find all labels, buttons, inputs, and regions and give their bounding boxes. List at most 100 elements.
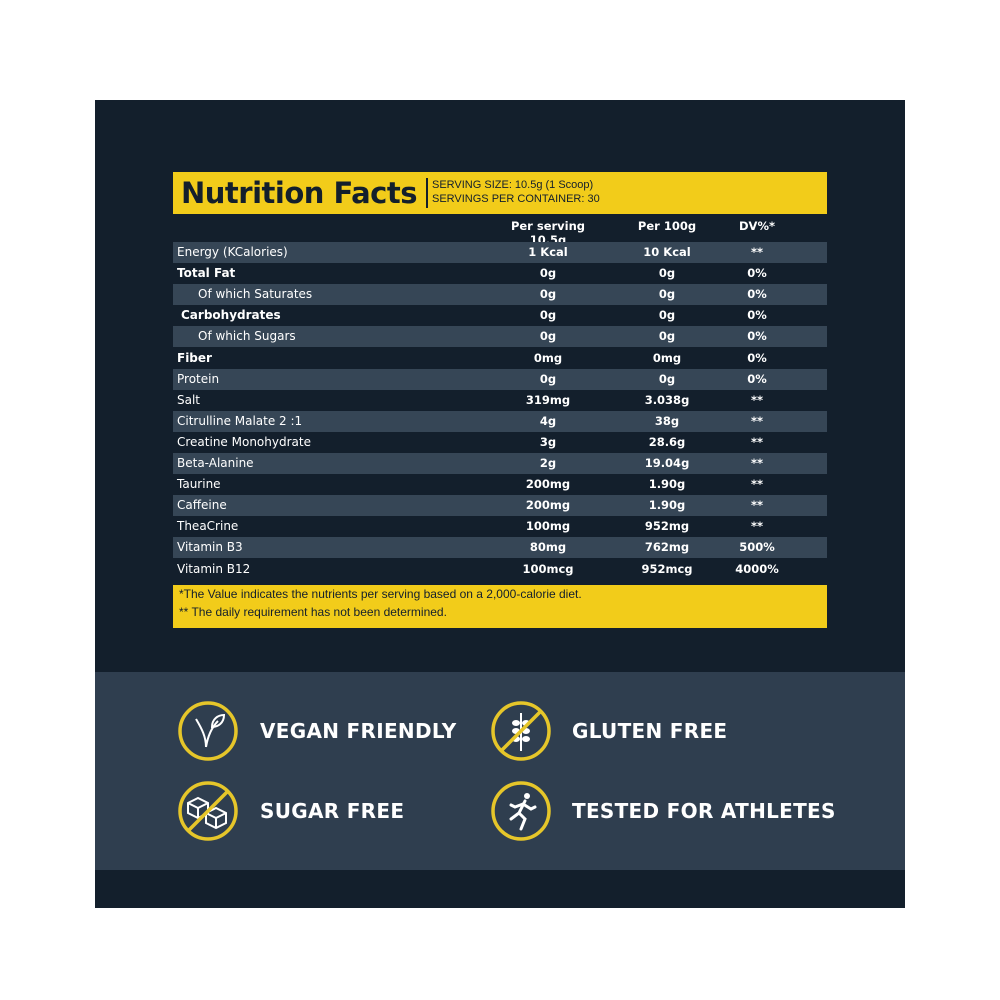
per-100g-value: 762mg	[644, 540, 690, 555]
table-row: Of which Sugars 0g 0g 0%	[173, 326, 827, 348]
table-row: Taurine 200mg 1.90g **	[173, 474, 827, 495]
dv-value: 0%	[747, 287, 767, 302]
serving-size: SERVING SIZE: 10.5g (1 Scoop)	[432, 179, 594, 191]
footnote-dv: *The Value indicates the nutrients per s…	[179, 587, 582, 601]
row-label: Caffeine	[177, 498, 227, 513]
servings-per-container: SERVINGS PER CONTAINER: 30	[432, 193, 600, 205]
dv-value: **	[750, 519, 764, 534]
per-100g-value: 3.038g	[644, 392, 690, 407]
per-serving-value: 2g	[539, 456, 557, 470]
dv-value: 0%	[747, 350, 767, 365]
row-label: Beta-Alanine	[177, 456, 254, 470]
per-100g-value: 10 Kcal	[643, 245, 691, 259]
footnotes: *The Value indicates the nutrients per s…	[173, 585, 827, 628]
leaf-sprout-icon	[178, 701, 238, 761]
row-label: Salt	[177, 392, 201, 407]
dv-value: 0%	[747, 371, 767, 386]
per-serving-value: 200mg	[525, 477, 571, 492]
table-row: Of which Saturates 0g 0g 0%	[173, 284, 827, 306]
table-row: Salt 319mg 3.038g **	[173, 390, 827, 411]
dv-value: **	[750, 456, 764, 470]
per-100g-value: 0g	[658, 371, 676, 386]
dv-value: **	[750, 477, 764, 492]
per-100g-value: 0g	[658, 308, 676, 323]
footnote-undetermined: ** The daily requirement has not been de…	[179, 605, 447, 619]
per-serving-value: 0g	[539, 266, 557, 281]
badge-gluten-free: GLUTEN FREE	[572, 719, 728, 743]
row-label: Protein	[177, 371, 220, 386]
per-serving-value: 0mg	[533, 350, 563, 365]
table-row: Vitamin B3 80mg 762mg 500%	[173, 537, 827, 559]
row-label: TheaCrine	[177, 519, 239, 534]
table-row: Caffeine 200mg 1.90g **	[173, 495, 827, 517]
per-serving-value: 80mg	[529, 540, 567, 555]
dv-value: 4000%	[735, 561, 779, 576]
table-row: Citrulline Malate 2 :1 4g 38g **	[173, 410, 827, 432]
column-header-dv: DV%*	[739, 219, 775, 233]
per-serving-value: 4g	[539, 413, 557, 428]
per-100g-value: 0g	[658, 266, 676, 281]
dv-value: **	[750, 434, 764, 449]
row-label: Carbohydrates	[181, 308, 281, 323]
per-100g-value: 0mg	[652, 350, 682, 365]
per-serving-value: 0g	[539, 371, 557, 386]
table-row: Carbohydrates 0g 0g 0%	[173, 305, 827, 326]
per-100g-value: 952mcg	[641, 561, 693, 576]
dv-value: **	[750, 392, 764, 407]
dv-value: **	[750, 245, 764, 259]
header-divider	[426, 178, 428, 208]
row-label: Citrulline Malate 2 :1	[177, 413, 303, 428]
row-label: Creatine Monohydrate	[177, 434, 311, 449]
row-label: Fiber	[177, 350, 212, 365]
per-serving-value: 319mg	[525, 392, 571, 407]
table-row: TheaCrine 100mg 952mg **	[173, 516, 827, 537]
per-100g-value: 19.04g	[644, 456, 690, 470]
per-100g-value: 1.90g	[648, 498, 686, 513]
per-serving-value: 100mcg	[522, 561, 574, 576]
dv-value: **	[750, 498, 764, 513]
per-serving-value: 3g	[539, 434, 557, 449]
dv-value: 0%	[747, 266, 767, 281]
serving-info: SERVING SIZE: 10.5g (1 Scoop) SERVINGS P…	[432, 178, 600, 206]
per-serving-value: 0g	[539, 329, 557, 344]
bottom-strip	[95, 870, 905, 908]
per-serving-value: 0g	[539, 287, 557, 302]
dv-value: **	[750, 413, 764, 428]
badges-panel	[95, 672, 905, 870]
row-label: Vitamin B3	[177, 540, 243, 555]
per-serving-value: 0g	[539, 308, 557, 323]
table-row: Fiber 0mg 0mg 0%	[173, 348, 827, 369]
table-row: Energy (KCalories) 1 Kcal 10 Kcal **	[173, 242, 827, 263]
no-sugar-cubes-icon	[178, 781, 238, 841]
row-label: Taurine	[177, 477, 221, 492]
dv-value: 0%	[747, 308, 767, 323]
row-label: Vitamin B12	[177, 561, 251, 576]
badge-tested-for-athletes: TESTED FOR ATHLETES	[572, 799, 836, 823]
nutrition-title: Nutrition Facts	[181, 176, 417, 210]
per-serving-value: 100mg	[525, 519, 571, 534]
per-100g-value: 28.6g	[648, 434, 686, 449]
row-label: Total Fat	[177, 266, 236, 281]
per-100g-value: 1.90g	[648, 477, 686, 492]
row-label: Of which Sugars	[198, 329, 296, 344]
table-row: Vitamin B12 100mcg 952mcg 4000%	[173, 559, 827, 580]
per-100g-value: 38g	[654, 413, 680, 428]
table-row: Beta-Alanine 2g 19.04g **	[173, 453, 827, 474]
badge-vegan-friendly: VEGAN FRIENDLY	[260, 719, 457, 743]
per-serving-value: 1 Kcal	[528, 245, 568, 259]
table-row: Total Fat 0g 0g 0%	[173, 263, 827, 284]
per-100g-value: 0g	[658, 329, 676, 344]
per-100g-value: 952mg	[644, 519, 690, 534]
column-header-per-100g: Per 100g	[637, 219, 697, 233]
nutrition-header: Nutrition Facts SERVING SIZE: 10.5g (1 S…	[173, 172, 827, 214]
dv-value: 500%	[739, 540, 775, 555]
table-row: Protein 0g 0g 0%	[173, 368, 827, 390]
row-label: Energy (KCalories)	[177, 245, 288, 259]
runner-icon	[491, 781, 551, 841]
badge-sugar-free: SUGAR FREE	[260, 799, 405, 823]
no-wheat-icon	[491, 701, 551, 761]
per-serving-value: 200mg	[525, 498, 571, 513]
table-row: Creatine Monohydrate 3g 28.6g **	[173, 432, 827, 453]
dv-value: 0%	[747, 329, 767, 344]
per-100g-value: 0g	[658, 287, 676, 302]
